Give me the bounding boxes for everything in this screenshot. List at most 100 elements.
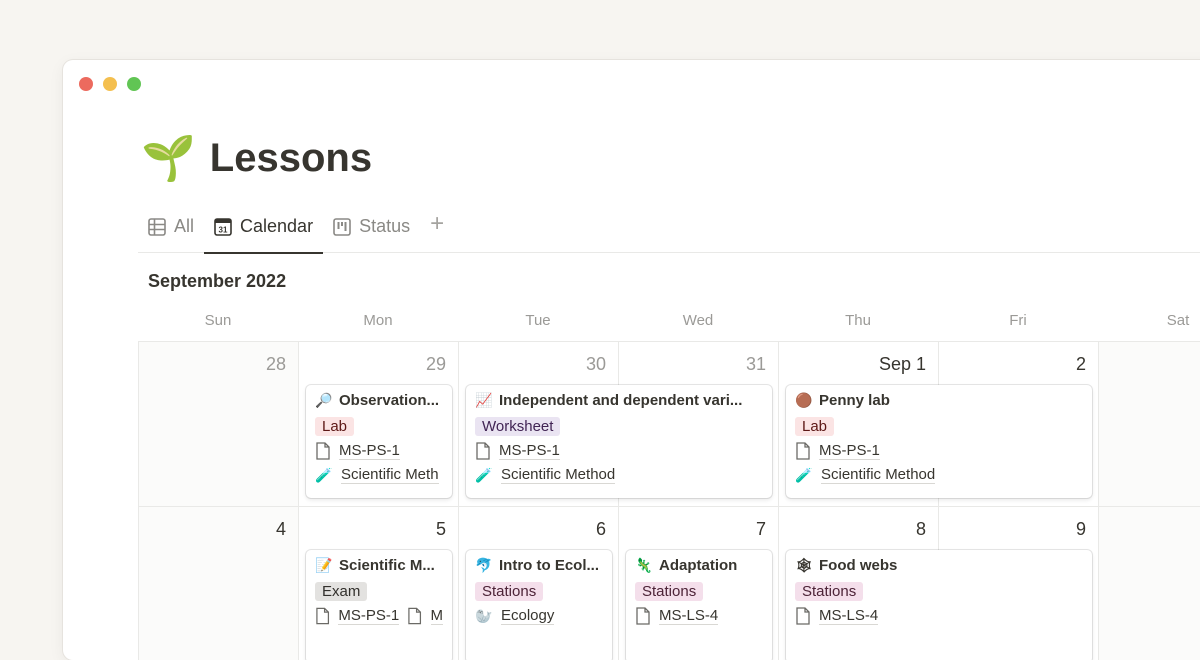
add-view-button[interactable]: + <box>430 210 445 237</box>
standard-property: MS-PS-1 <box>315 442 443 460</box>
calendar-icon: 31 <box>214 218 232 236</box>
event-title: 📝 Scientific M... <box>315 557 443 574</box>
event-card[interactable]: 📝 Scientific M... Exam MS-PS-1 M <box>306 550 452 660</box>
unit-emoji-icon: 🧪 <box>475 466 493 483</box>
day-number: 9 <box>1075 519 1086 539</box>
type-tag: Stations <box>635 582 704 601</box>
month-label: September 2022 <box>148 271 287 291</box>
standard-link[interactable]: MS-PS-1 <box>339 442 400 460</box>
unit-emoji-icon: 🧪 <box>315 466 333 483</box>
event-title: 🐬 Intro to Ecol... <box>475 557 603 574</box>
seedling-icon: 🌱 <box>141 133 196 183</box>
event-card[interactable]: 📈 Independent and dependent vari... Works… <box>466 385 772 498</box>
type-tag: Exam <box>315 582 368 601</box>
weekday-header: Thu <box>845 312 871 329</box>
event-emoji-icon: 🦎 <box>635 557 653 573</box>
standard-link[interactable]: MS-PS-1 <box>499 442 560 460</box>
unit-property: 🧪 Scientific Method <box>795 466 1083 484</box>
standard-property: MS-PS-1 <box>475 442 763 460</box>
event-emoji-icon: 🐬 <box>475 557 493 573</box>
event-emoji-icon: 🟤 <box>795 392 813 408</box>
event-title-text: Food webs <box>819 557 898 574</box>
day-number: 6 <box>595 519 606 539</box>
document-icon <box>636 607 650 625</box>
event-card[interactable]: 🦎 Adaptation Stations MS-LS-4 <box>626 550 772 660</box>
table-icon <box>148 218 166 236</box>
tab-status[interactable]: Status <box>323 210 420 253</box>
view-tabs: All 31 Calendar Status + <box>138 210 1200 254</box>
calendar-day-cell[interactable] <box>1098 506 1200 660</box>
day-number: 29 <box>425 354 446 374</box>
weekday-header: Wed <box>682 312 714 329</box>
event-title-text: Observation... <box>339 392 440 409</box>
day-number: 8 <box>915 519 926 539</box>
page-title: Lessons <box>209 136 373 180</box>
type-tag: Lab <box>315 417 355 436</box>
type-tag: Stations <box>795 582 864 601</box>
standard-property: MS-PS-1 <box>795 442 1083 460</box>
unit-link[interactable]: Scientific Method <box>501 466 616 484</box>
tab-label: Calendar <box>240 216 314 236</box>
day-number: Sep 1 <box>878 354 926 374</box>
tab-label: Status <box>359 216 411 236</box>
standard-link[interactable]: M <box>430 607 443 625</box>
standard-property: MS-LS-4 <box>635 607 763 625</box>
unit-emoji-icon: 🦭 <box>475 607 493 624</box>
board-icon <box>333 218 351 236</box>
unit-emoji-icon: 🧪 <box>795 466 813 483</box>
event-title: 🔎 Observation... <box>315 392 443 409</box>
document-icon <box>796 442 810 460</box>
event-emoji-icon: 🕸 <box>795 557 813 573</box>
type-tag: Worksheet <box>475 417 561 436</box>
event-title-text: Penny lab <box>819 392 890 409</box>
unit-link[interactable]: Scientific Meth <box>341 466 439 484</box>
tab-all[interactable]: All <box>138 210 204 253</box>
event-card[interactable]: 🐬 Intro to Ecol... Stations 🦭 Ecology <box>466 550 612 660</box>
standard-link[interactable]: MS-PS-1 <box>338 607 400 625</box>
event-emoji-icon: 📈 <box>475 392 493 408</box>
event-card[interactable]: 🕸 Food webs Stations MS-LS-4 <box>786 550 1092 660</box>
event-title-text: Scientific M... <box>339 557 435 574</box>
page-header: 🌱 Lessons <box>141 136 372 181</box>
day-number: 2 <box>1075 354 1086 374</box>
svg-text:31: 31 <box>219 226 228 235</box>
event-title-text: Intro to Ecol... <box>499 557 599 574</box>
calendar-day-cell[interactable]: 4 <box>138 506 298 660</box>
standard-link[interactable]: MS-LS-4 <box>819 607 879 625</box>
event-card[interactable]: 🔎 Observation... Lab MS-PS-1 🧪 Scientific Me… <box>306 385 452 498</box>
document-icon <box>316 442 330 460</box>
unit-link[interactable]: Scientific Method <box>821 466 936 484</box>
weekday-header: Sat <box>1166 312 1190 329</box>
calendar-day-cell[interactable] <box>1098 341 1200 506</box>
document-icon <box>408 607 422 625</box>
day-number: 7 <box>755 519 766 539</box>
event-title-text: Adaptation <box>659 557 738 574</box>
event-title: 🦎 Adaptation <box>635 557 763 574</box>
standard-property: MS-PS-1 M <box>315 607 443 625</box>
tab-calendar[interactable]: 31 Calendar <box>204 210 324 254</box>
unit-property: 🦭 Ecology <box>475 607 603 625</box>
standard-link[interactable]: MS-LS-4 <box>659 607 719 625</box>
standard-property: MS-LS-4 <box>795 607 1083 625</box>
unit-link[interactable]: Ecology <box>501 607 555 625</box>
day-number: 5 <box>435 519 446 539</box>
close-button[interactable] <box>79 77 93 91</box>
day-number: 31 <box>745 354 766 374</box>
minimize-button[interactable] <box>103 77 117 91</box>
event-card[interactable]: 🟤 Penny lab Lab MS-PS-1 🧪 Scientific Method <box>786 385 1092 498</box>
maximize-button[interactable] <box>127 77 141 91</box>
standard-link[interactable]: MS-PS-1 <box>819 442 880 460</box>
document-icon <box>476 442 490 460</box>
event-emoji-icon: 📝 <box>315 557 333 573</box>
unit-property: 🧪 Scientific Method <box>475 466 763 484</box>
document-icon <box>796 607 810 625</box>
weekday-header: Sun <box>204 312 232 329</box>
event-emoji-icon: 🔎 <box>315 392 333 408</box>
calendar-day-cell[interactable]: 28 <box>138 341 298 506</box>
document-icon <box>316 607 330 625</box>
app-window: 🌱 Lessons All 31 Calendar Status + Septe… <box>63 60 1200 660</box>
type-tag: Lab <box>795 417 835 436</box>
day-number: 4 <box>275 519 286 539</box>
event-title: 🕸 Food webs <box>795 557 1083 574</box>
event-title: 🟤 Penny lab <box>795 392 1083 409</box>
